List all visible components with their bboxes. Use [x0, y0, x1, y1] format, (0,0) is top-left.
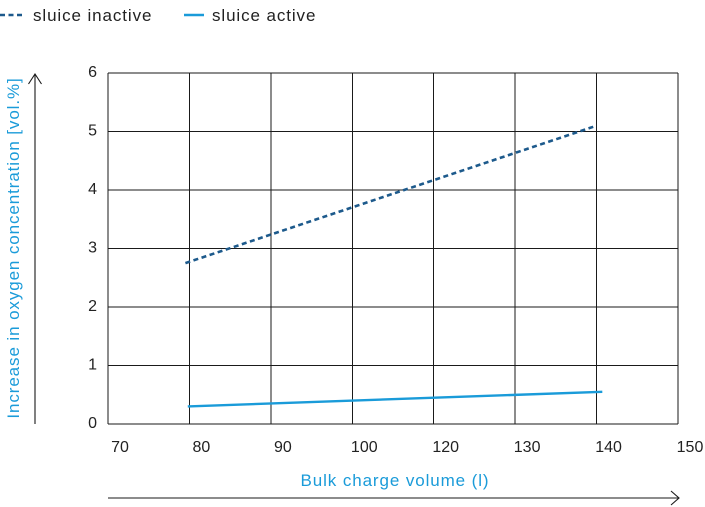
series-line-sluice-inactive: [184, 124, 598, 265]
y-tick-label: 1: [88, 357, 97, 374]
x-tick-label: 100: [351, 439, 378, 456]
legend-label-sluice-active: sluice active: [212, 6, 316, 25]
y-tick-label: 5: [88, 123, 97, 140]
series-line-sluice-active: [187, 390, 603, 408]
y-tick-label: 6: [88, 64, 97, 81]
y-tick-label: 4: [88, 181, 97, 198]
x-tick-label: 130: [514, 439, 541, 456]
x-tick-label: 140: [595, 439, 622, 456]
plot-series: [184, 124, 603, 408]
y-tick-label: 0: [88, 415, 97, 432]
x-tick-label: 80: [193, 439, 211, 456]
y-axis-tick-labels: 0 1 2 3 4 5 6: [88, 64, 97, 432]
x-tick-label: 120: [432, 439, 459, 456]
y-tick-label: 2: [88, 298, 97, 315]
legend-label-sluice-inactive: sluice inactive: [33, 6, 152, 25]
y-tick-label: 3: [88, 240, 97, 257]
x-tick-label: 90: [274, 439, 292, 456]
legend: sluice inactive sluice active: [0, 6, 316, 25]
y-axis-title: Increase in oxygen concentration [vol.%]: [4, 77, 23, 418]
y-axis-arrowhead-icon: [28, 72, 42, 85]
plot-grid: [107, 72, 679, 425]
x-tick-label: 70: [111, 439, 129, 456]
x-tick-label: 150: [677, 439, 704, 456]
x-axis-title: Bulk charge volume (l): [301, 471, 490, 490]
x-axis-tick-labels: 70 80 90 100 120 130 140 150: [111, 439, 703, 456]
x-axis-arrowhead-icon: [670, 490, 680, 506]
